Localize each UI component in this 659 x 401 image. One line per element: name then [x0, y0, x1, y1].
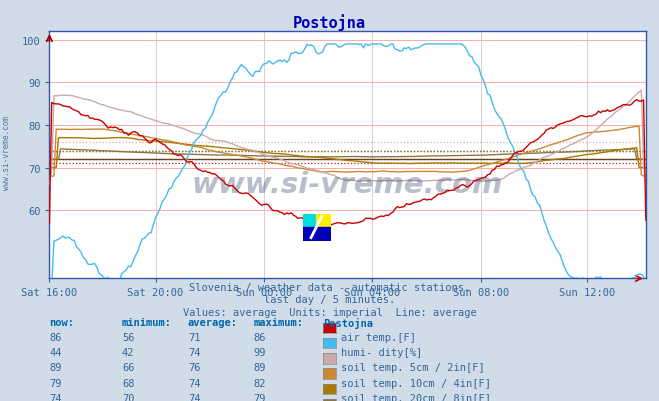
Text: 74: 74: [188, 378, 200, 388]
Text: now:: now:: [49, 317, 74, 327]
Text: 71: 71: [188, 332, 200, 342]
Text: 74: 74: [49, 393, 62, 401]
Text: 66: 66: [122, 363, 134, 373]
Text: 89: 89: [49, 363, 62, 373]
Text: 44: 44: [49, 347, 62, 357]
Text: 76: 76: [188, 363, 200, 373]
Text: maximum:: maximum:: [254, 317, 304, 327]
Text: Postojna: Postojna: [323, 317, 373, 328]
Text: average:: average:: [188, 317, 238, 327]
Text: 89: 89: [254, 363, 266, 373]
Text: soil temp. 20cm / 8in[F]: soil temp. 20cm / 8in[F]: [341, 393, 492, 401]
Text: 68: 68: [122, 378, 134, 388]
Text: 70: 70: [122, 393, 134, 401]
Text: 79: 79: [254, 393, 266, 401]
Text: 99: 99: [254, 347, 266, 357]
Text: last day / 5 minutes.: last day / 5 minutes.: [264, 295, 395, 305]
Text: 86: 86: [49, 332, 62, 342]
Text: 74: 74: [188, 393, 200, 401]
Text: 86: 86: [254, 332, 266, 342]
Text: www.si-vreme.com: www.si-vreme.com: [2, 115, 11, 189]
Text: 74: 74: [188, 347, 200, 357]
Text: soil temp. 10cm / 4in[F]: soil temp. 10cm / 4in[F]: [341, 378, 492, 388]
Text: Postojna: Postojna: [293, 14, 366, 31]
Text: 79: 79: [49, 378, 62, 388]
Text: soil temp. 5cm / 2in[F]: soil temp. 5cm / 2in[F]: [341, 363, 485, 373]
Text: air temp.[F]: air temp.[F]: [341, 332, 416, 342]
Text: www.si-vreme.com: www.si-vreme.com: [192, 171, 503, 199]
Text: 42: 42: [122, 347, 134, 357]
Text: humi- dity[%]: humi- dity[%]: [341, 347, 422, 357]
Text: 56: 56: [122, 332, 134, 342]
Text: minimum:: minimum:: [122, 317, 172, 327]
Text: Values: average  Units: imperial  Line: average: Values: average Units: imperial Line: av…: [183, 307, 476, 317]
Text: Slovenia / weather data - automatic stations.: Slovenia / weather data - automatic stat…: [189, 283, 470, 293]
Text: 82: 82: [254, 378, 266, 388]
